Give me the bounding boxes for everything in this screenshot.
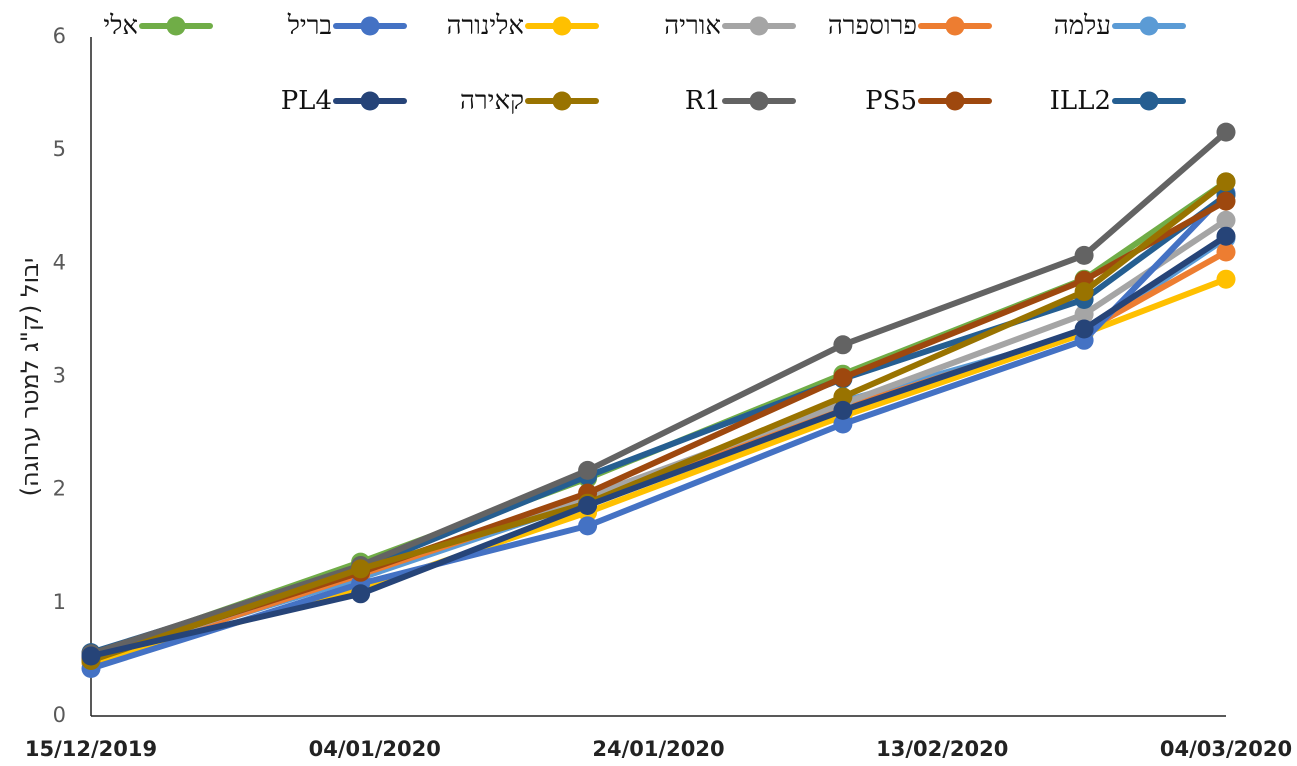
series-line xyxy=(88,129,1229,657)
data-point xyxy=(833,335,853,355)
legend-item: אלינורה xyxy=(447,11,599,41)
legend-item: עלמה xyxy=(1054,11,1186,41)
legend-label: קאירה xyxy=(460,86,524,116)
legend-item: בריל xyxy=(287,11,407,41)
y-tick-labels: 0 1 2 3 4 5 6 xyxy=(53,24,66,727)
x-tick-label: 04/03/2020 xyxy=(1160,737,1292,761)
series-group xyxy=(81,172,1236,670)
data-point xyxy=(1216,269,1236,289)
legend-item: פרוספרה xyxy=(828,11,992,41)
legend-label: ILL2 xyxy=(1050,86,1111,116)
data-point xyxy=(578,496,598,515)
legend-item: R1 xyxy=(685,86,796,116)
legend-label: PL4 xyxy=(281,86,332,116)
series-lines xyxy=(81,122,1236,678)
data-point xyxy=(1216,172,1236,192)
legend-item: אלי xyxy=(103,11,213,41)
series-group xyxy=(81,172,1236,666)
legend-marker xyxy=(945,16,965,36)
y-tick-label: 6 xyxy=(53,24,66,48)
data-point xyxy=(81,646,101,666)
legend-marker xyxy=(749,91,769,111)
data-point xyxy=(833,414,853,434)
data-point xyxy=(351,559,371,579)
legend-marker xyxy=(749,16,769,36)
legend-marker xyxy=(552,91,572,111)
legend-marker xyxy=(166,16,186,36)
data-point xyxy=(1074,282,1094,302)
legend-marker xyxy=(1139,91,1159,111)
data-point xyxy=(1216,242,1236,262)
legend-label: PS5 xyxy=(865,86,917,116)
y-tick-label: 2 xyxy=(53,477,66,501)
x-tick-label: 15/12/2019 xyxy=(25,737,157,761)
legend-label: R1 xyxy=(685,86,721,116)
y-tick-label: 5 xyxy=(53,137,66,161)
legend-label: אלי xyxy=(103,11,138,41)
legend-item: אוריה xyxy=(664,11,796,41)
data-point xyxy=(351,584,371,604)
x-tick-label: 04/01/2020 xyxy=(309,737,441,761)
data-point xyxy=(833,387,853,407)
x-tick-labels: 15/12/2019 04/01/2020 24/01/2020 13/02/2020… xyxy=(25,737,1292,761)
series-line xyxy=(88,198,1229,662)
series-group xyxy=(81,185,1236,663)
data-point xyxy=(1216,210,1236,230)
data-point xyxy=(578,460,598,480)
data-point xyxy=(1216,226,1236,246)
series-line xyxy=(88,178,1229,659)
legend-item: PL4 xyxy=(281,86,407,116)
series-line xyxy=(88,233,1229,659)
series-group xyxy=(81,122,1236,664)
data-point xyxy=(578,516,598,536)
y-tick-label: 4 xyxy=(53,250,66,274)
legend-marker xyxy=(360,91,380,111)
y-tick-label: 3 xyxy=(53,364,66,388)
legend-marker xyxy=(1139,16,1159,36)
legend-label: פרוספרה xyxy=(828,11,917,41)
legend-item: ILL2 xyxy=(1050,86,1186,116)
series-group xyxy=(81,226,1236,666)
x-tick-label: 24/01/2020 xyxy=(592,737,724,761)
legend-item: PS5 xyxy=(865,86,992,116)
x-tick-label: 13/02/2020 xyxy=(876,737,1008,761)
legend: עלמה פרוספרה אוריה אלינורה בריל אלי ILL2 PS5 R1 ק… xyxy=(103,11,1186,116)
legend-item: קאירה xyxy=(460,86,599,116)
legend-label: עלמה xyxy=(1054,11,1111,41)
legend-marker xyxy=(552,16,572,36)
data-point xyxy=(1074,245,1094,265)
data-point xyxy=(833,400,853,420)
legend-label: בריל xyxy=(287,11,332,41)
y-tick-label: 0 xyxy=(53,703,66,727)
series-line xyxy=(88,178,1229,664)
legend-marker xyxy=(945,91,965,111)
y-tick-label: 1 xyxy=(53,590,66,614)
data-point xyxy=(1216,191,1236,211)
legend-marker xyxy=(360,16,380,36)
legend-label: אוריה xyxy=(664,11,721,41)
legend-label: אלינורה xyxy=(447,11,524,41)
y-axis-label: יבול (ק"ג למטר ערוגה) xyxy=(16,258,44,497)
data-point xyxy=(1216,122,1236,142)
data-point xyxy=(833,368,853,388)
data-point xyxy=(1074,319,1094,339)
data-point xyxy=(1074,304,1094,324)
